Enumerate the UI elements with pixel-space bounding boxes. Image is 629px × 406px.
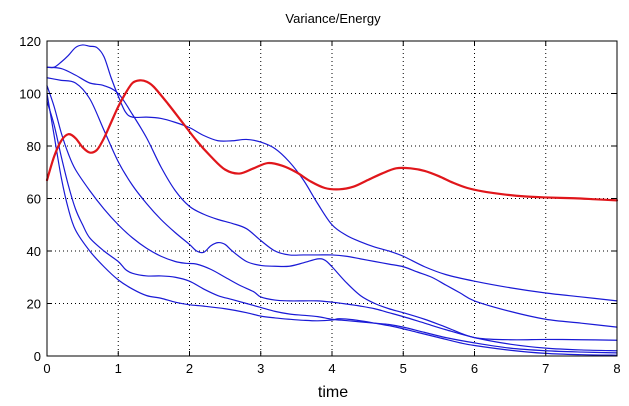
series-layer — [45, 44, 619, 356]
chart-title: Variance/Energy — [285, 11, 381, 26]
x-tick-label: 6 — [471, 361, 478, 376]
x-tick-label: 8 — [613, 361, 620, 376]
y-tick-label: 0 — [34, 349, 41, 364]
x-tick-label: 4 — [328, 361, 335, 376]
series-line-red — [45, 79, 619, 202]
grid — [47, 41, 617, 356]
series-line-blue-1 — [46, 44, 618, 302]
y-tick-label: 40 — [27, 244, 41, 259]
y-tick-label: 20 — [27, 297, 41, 312]
series-line-blue-4 — [46, 85, 618, 352]
series-line-blue-2 — [46, 66, 618, 328]
x-tick-label: 5 — [400, 361, 407, 376]
y-tick-label: 80 — [27, 139, 41, 154]
x-tick-label: 0 — [43, 361, 50, 376]
x-tick-label: 3 — [257, 361, 264, 376]
x-tick-label: 1 — [115, 361, 122, 376]
y-tick-label: 100 — [19, 87, 41, 102]
x-tick-label: 2 — [186, 361, 193, 376]
y-tick-label: 120 — [19, 34, 41, 49]
series-line-blue-6 — [46, 92, 618, 356]
x-axis-label: time — [318, 384, 348, 401]
series-line-blue-3 — [46, 77, 618, 341]
y-tick-label: 60 — [27, 192, 41, 207]
x-tick-label: 7 — [542, 361, 549, 376]
series-line-blue-5 — [46, 100, 618, 354]
